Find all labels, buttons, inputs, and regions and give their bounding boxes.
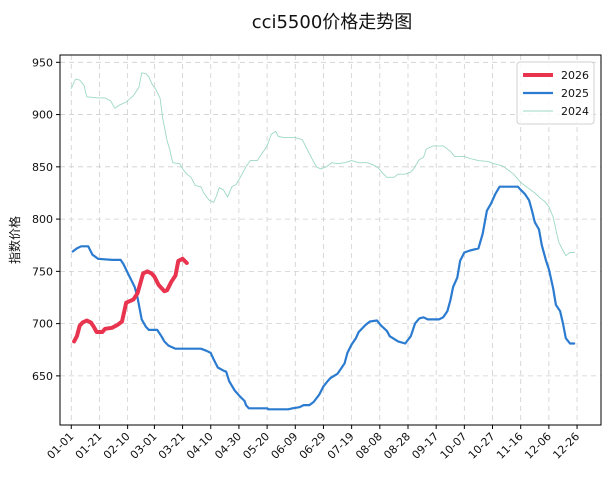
legend-label: 2025 bbox=[561, 87, 589, 100]
x-tick-label: 05-20 bbox=[240, 430, 272, 462]
y-tick-label: 900 bbox=[32, 109, 53, 122]
x-tick-label: 02-10 bbox=[101, 430, 133, 462]
x-tick-label: 09-17 bbox=[409, 430, 441, 462]
series-lines bbox=[70, 72, 576, 411]
y-axis-label: 指数价格 bbox=[7, 216, 22, 264]
x-tick-label: 03-01 bbox=[128, 430, 160, 462]
legend-label: 2026 bbox=[561, 69, 589, 82]
x-tick-label: 12-06 bbox=[522, 430, 554, 462]
series-line-2026 bbox=[72, 256, 189, 344]
y-tick-label: 700 bbox=[32, 318, 53, 331]
x-tick-label: 08-28 bbox=[381, 430, 413, 462]
grid bbox=[60, 55, 601, 425]
x-tick-label: 01-01 bbox=[45, 430, 77, 462]
series-line-2024 bbox=[70, 72, 575, 257]
legend: 2026 2025 2024 bbox=[516, 61, 595, 125]
legend-label: 2024 bbox=[561, 105, 589, 118]
legend-box bbox=[516, 61, 595, 125]
x-tick-label: 01-21 bbox=[73, 430, 105, 462]
x-tick-label: 10-07 bbox=[438, 430, 470, 462]
y-tick-label: 850 bbox=[32, 161, 53, 174]
y-tick-label: 750 bbox=[32, 265, 53, 278]
plot-frame bbox=[59, 54, 602, 426]
y-tick-label: 800 bbox=[32, 213, 53, 226]
x-tick-label: 06-29 bbox=[297, 430, 329, 462]
y-tick-label: 650 bbox=[32, 370, 53, 383]
x-tick-label: 06-09 bbox=[269, 430, 301, 462]
chart-title: cci5500价格走势图 bbox=[252, 12, 413, 33]
x-tick-label: 04-30 bbox=[212, 430, 244, 462]
x-tick-label: 04-10 bbox=[184, 430, 216, 462]
x-tick-label: 03-21 bbox=[156, 430, 188, 462]
x-tick-label: 12-26 bbox=[550, 430, 582, 462]
x-tick-label: 10-27 bbox=[466, 430, 498, 462]
x-tick-label: 07-19 bbox=[325, 430, 357, 462]
series-line-2025 bbox=[71, 185, 576, 411]
y-tick-label: 950 bbox=[32, 56, 53, 69]
x-tick-label: 11-16 bbox=[494, 430, 526, 462]
x-tick-label: 08-08 bbox=[353, 430, 385, 462]
